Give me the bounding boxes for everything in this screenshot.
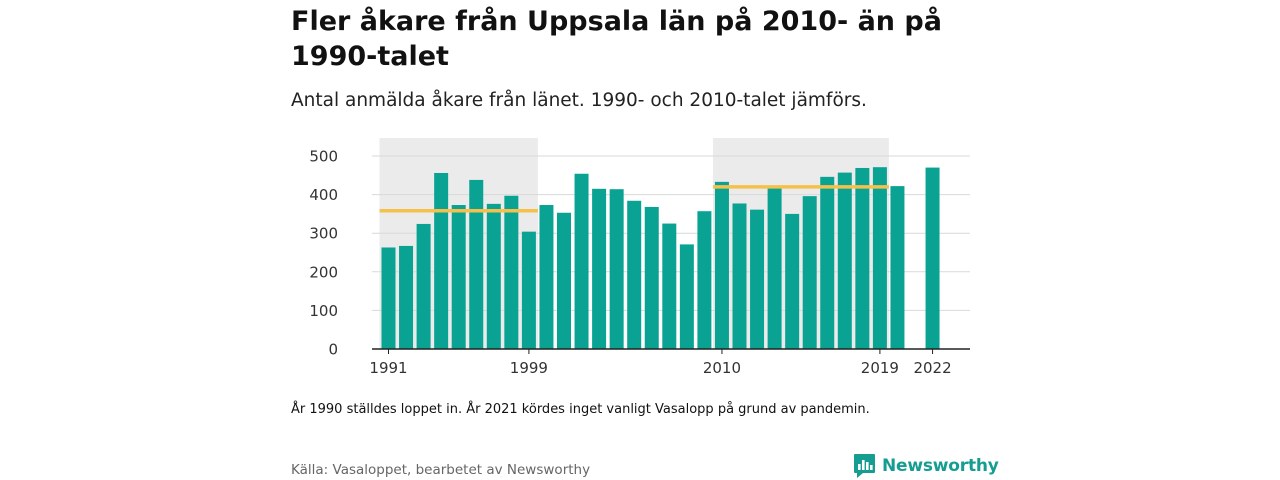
- chart-title: Fler åkare från Uppsala län på 2010- än …: [291, 6, 942, 72]
- source-text: Källa: Vasaloppet, bearbetet av Newswort…: [291, 462, 591, 478]
- bar-1992: [399, 245, 414, 349]
- bar-2020: [890, 186, 905, 349]
- y-tick-label: 400: [309, 186, 338, 204]
- bar-1991: [381, 247, 396, 349]
- bar-1993: [416, 223, 431, 349]
- y-tick-label: 300: [309, 225, 338, 243]
- bar-2022: [925, 167, 940, 349]
- bar-2011: [732, 203, 747, 349]
- bar-1997: [486, 203, 501, 349]
- bar-2017: [837, 172, 852, 349]
- bar-2002: [574, 173, 589, 349]
- brand-logo[interactable]: Newsworthy: [853, 453, 999, 479]
- bar-2003: [592, 188, 607, 349]
- bar-2016: [820, 176, 835, 349]
- bar-1995: [451, 205, 466, 349]
- bar-2009: [697, 211, 712, 349]
- bar-2012: [750, 209, 765, 349]
- x-tick-label: 2019: [861, 359, 899, 377]
- bar-2008: [679, 244, 694, 349]
- x-tick-label: 2010: [703, 359, 741, 377]
- bar-2004: [609, 189, 624, 349]
- x-tick-label: 2022: [913, 359, 951, 377]
- x-tick-label: 1999: [510, 359, 548, 377]
- newsworthy-icon: [854, 454, 875, 478]
- bar-2015: [802, 196, 817, 349]
- x-tick-label: 1991: [369, 359, 407, 377]
- bar-1996: [469, 179, 484, 349]
- chart-footnote: År 1990 ställdes loppet in. År 2021 körd…: [291, 402, 870, 417]
- y-tick-label: 200: [309, 263, 338, 281]
- bar-chart: 0 100 200 300 400 500 1991 1999 2010 2019 2022: [309, 138, 970, 377]
- bar-1994: [434, 172, 449, 349]
- bar-1998: [504, 195, 519, 349]
- bar-2013: [767, 187, 782, 349]
- average-lines: [379, 185, 889, 213]
- bar-2010: [714, 181, 729, 349]
- y-tick-label: 500: [309, 148, 338, 166]
- bar-2006: [644, 206, 659, 349]
- brand-name: Newsworthy: [882, 456, 999, 476]
- bar-2019: [872, 167, 887, 349]
- bar-2000: [539, 205, 554, 349]
- bar-2018: [855, 167, 870, 349]
- axes: 0 100 200 300 400 500 1991 1999 2010 2019 2022: [309, 148, 970, 377]
- chart-subtitle: Antal anmälda åkare från länet. 1990- oc…: [291, 90, 867, 111]
- y-tick-label: 0: [328, 341, 338, 359]
- bar-2001: [557, 212, 571, 349]
- y-tick-label: 100: [309, 302, 338, 320]
- bar-2014: [785, 213, 800, 349]
- bars: [381, 167, 940, 349]
- bar-2005: [627, 200, 642, 349]
- bar-1999: [521, 231, 536, 349]
- bar-2007: [662, 223, 677, 349]
